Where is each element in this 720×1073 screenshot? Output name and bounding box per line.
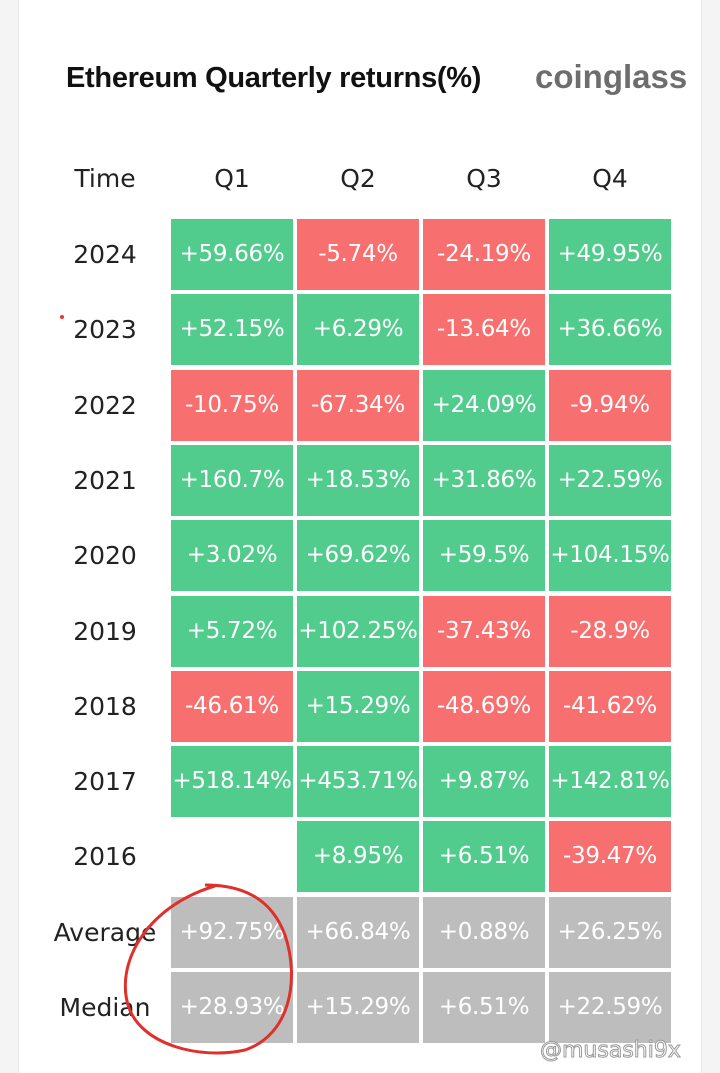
return-cell: -5.74% [297, 219, 419, 290]
return-cell: +104.15% [549, 520, 671, 592]
return-cell: +59.66% [171, 219, 293, 290]
return-cell: -24.19% [423, 219, 545, 290]
return-cell: -46.61% [171, 670, 293, 742]
return-cell: +453.71% [297, 746, 419, 818]
return-cell: +31.86% [423, 444, 545, 516]
summary-cell: +22.59% [549, 972, 671, 1043]
return-cell: +18.53% [297, 444, 419, 516]
return-cell: +9.87% [423, 746, 545, 818]
summary-cell: +28.93% [171, 972, 293, 1043]
return-cell: +8.95% [297, 821, 419, 893]
summary-cell: +6.51% [423, 972, 545, 1043]
return-cell: -10.75% [171, 369, 293, 441]
return-cell: +36.66% [549, 294, 671, 366]
return-cell: +142.81% [549, 746, 671, 818]
row-label-2017: 2017 [73, 767, 137, 797]
return-cell: +15.29% [297, 670, 419, 742]
row-label-2018: 2018 [73, 691, 137, 721]
row-label-2023: 2023 [73, 315, 137, 345]
return-cell: +24.09% [423, 369, 545, 441]
row-header: Time [74, 164, 136, 193]
return-cell: +49.95% [549, 219, 671, 290]
row-label-2021: 2021 [73, 465, 137, 495]
return-cell: -37.43% [423, 595, 545, 667]
row-label-2022: 2022 [73, 390, 137, 420]
return-cell: +518.14% [171, 746, 293, 818]
return-cell: -41.62% [549, 670, 671, 742]
return-cell: +102.25% [297, 595, 419, 667]
row-label-median: Median [59, 993, 151, 1022]
return-cell: +22.59% [549, 444, 671, 516]
stray-dot [60, 315, 64, 319]
column-header-q3: Q3 [466, 164, 502, 193]
return-cell: -9.94% [549, 369, 671, 441]
summary-cell: +15.29% [297, 972, 419, 1043]
watermark: @musashi9x [540, 1038, 682, 1064]
brand-logo: coinglass [535, 58, 688, 95]
column-header-q4: Q4 [592, 164, 628, 193]
return-cell: +69.62% [297, 520, 419, 592]
return-cell: -48.69% [423, 670, 545, 742]
return-cell: -39.47% [549, 821, 671, 893]
row-label-2020: 2020 [73, 541, 137, 571]
row-label-average: Average [53, 917, 157, 947]
summary-cell: +92.75% [171, 896, 293, 968]
column-header-q1: Q1 [214, 164, 250, 193]
summary-cell: +0.88% [423, 896, 545, 968]
return-cell: +59.5% [423, 520, 545, 592]
return-cell: +3.02% [171, 520, 293, 592]
row-label-2024: 2024 [73, 240, 137, 269]
column-header-q2: Q2 [340, 164, 376, 193]
row-label-2019: 2019 [73, 616, 137, 646]
return-cell: +5.72% [171, 595, 293, 667]
return-cell: -28.9% [549, 595, 671, 667]
return-cell: +6.51% [423, 821, 545, 893]
row-label-2016: 2016 [73, 842, 137, 872]
return-cell: +6.29% [297, 294, 419, 366]
summary-cell: +26.25% [549, 896, 671, 968]
return-cell: +160.7% [171, 444, 293, 516]
return-cell: -13.64% [423, 294, 545, 366]
return-cell: -67.34% [297, 369, 419, 441]
summary-cell: +66.84% [297, 896, 419, 968]
chart-title: Ethereum Quarterly returns(%) [66, 62, 482, 94]
return-cell: +52.15% [171, 294, 293, 366]
